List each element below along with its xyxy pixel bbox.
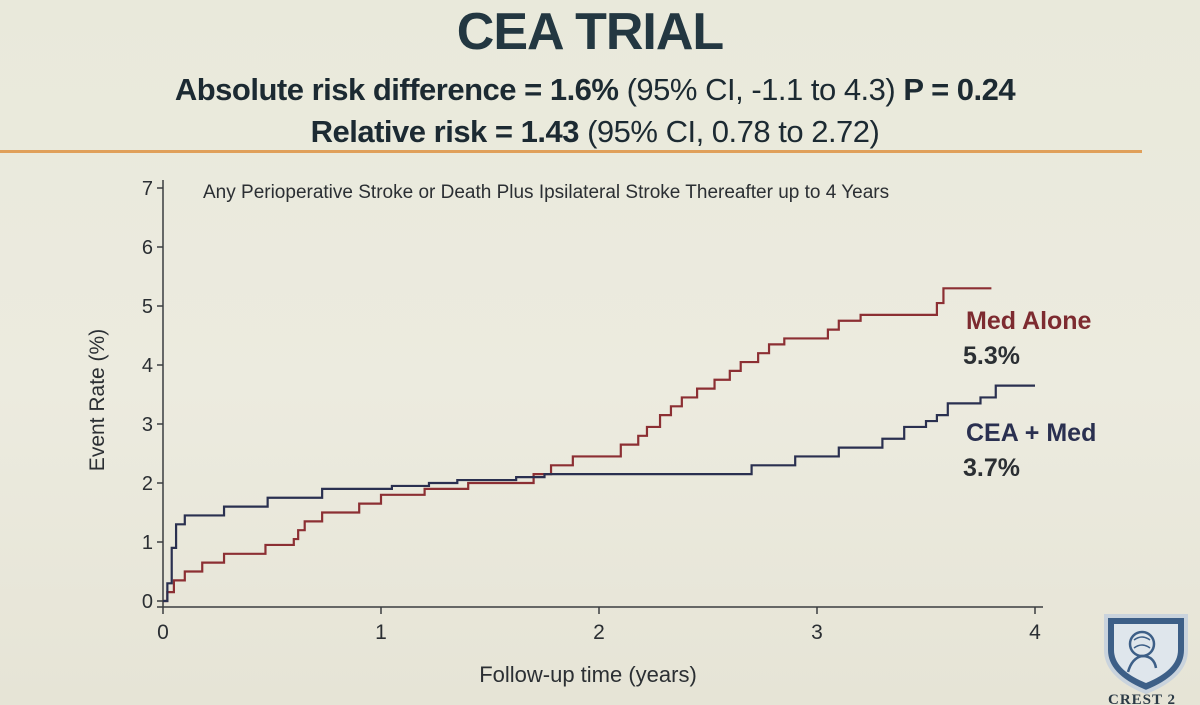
relative-risk-line: Relative risk = 1.43 (95% CI, 0.78 to 2.… (0, 114, 1190, 150)
series-cea-med-line (163, 384, 1035, 603)
series-med-alone-line (163, 287, 992, 603)
slide-title: CEA TRIAL (456, 3, 724, 61)
ard-value: 1.6% (549, 72, 619, 107)
x-tick-label-2: 2 (593, 621, 605, 644)
y-tick-label-0: 0 (142, 591, 153, 613)
ard-ci: (95% CI, -1.1 to 4.3) (618, 72, 904, 107)
legend-cea-med: CEA + Med (966, 419, 1096, 447)
chart-inner-title: Any Perioperative Stroke or Death Plus I… (203, 182, 889, 203)
ard-label: Absolute risk difference = (174, 72, 550, 107)
legend-cea-med-value: 3.7% (963, 454, 1020, 482)
y-tick-label-2: 2 (142, 473, 153, 495)
y-tick-label-4: 4 (142, 355, 153, 377)
crest2-shield-logo: CREST 2 (1104, 614, 1188, 705)
y-tick-label-3: 3 (142, 414, 153, 436)
header-divider (0, 150, 1142, 153)
y-tick-label-5: 5 (142, 296, 153, 318)
legend-med-alone-value: 5.3% (963, 342, 1020, 370)
ard-p-value: P = 0.24 (903, 72, 1016, 107)
legend-med-alone: Med Alone (966, 307, 1092, 335)
rr-value: 1.43 (520, 114, 580, 149)
x-tick-label-1: 1 (375, 621, 387, 644)
x-axis-label: Follow-up time (years) (479, 662, 697, 687)
y-tick-label-6: 6 (142, 237, 153, 259)
x-tick-label-4: 4 (1029, 621, 1041, 644)
logo-text: CREST 2 (1108, 692, 1176, 705)
y-tick-label-1: 1 (142, 532, 153, 554)
y-tick-label-7: 7 (142, 178, 153, 200)
y-axis-label: Event Rate (%) (86, 329, 109, 471)
x-tick-label-3: 3 (811, 621, 823, 644)
absolute-risk-line: Absolute risk difference = 1.6% (95% CI,… (0, 72, 1190, 108)
rr-ci: (95% CI, 0.78 to 2.72) (578, 114, 880, 149)
x-tick-label-0: 0 (157, 621, 169, 644)
rr-label: Relative risk = (310, 114, 521, 149)
